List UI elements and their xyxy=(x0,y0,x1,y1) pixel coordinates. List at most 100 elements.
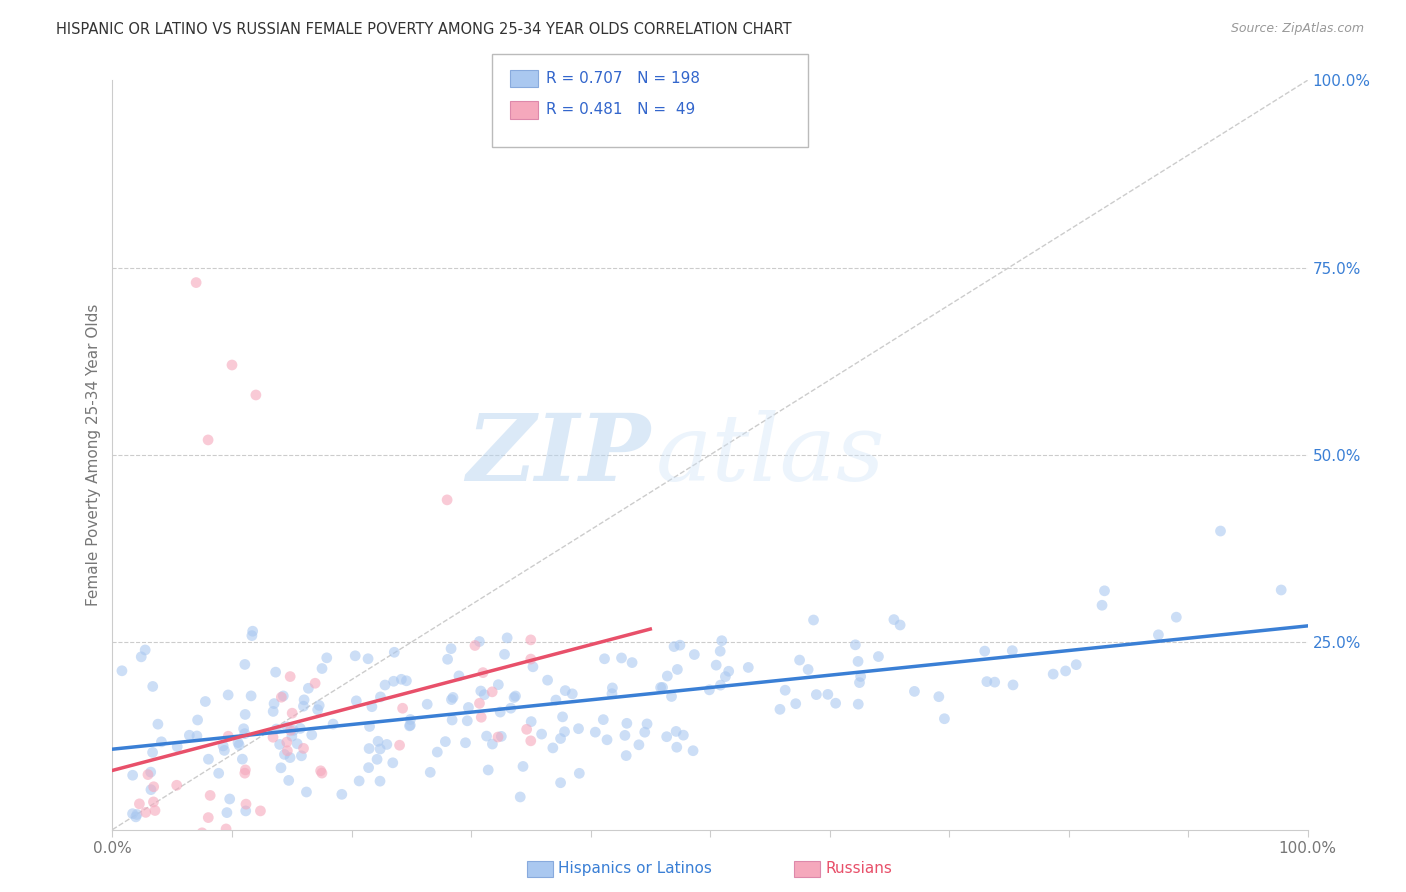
Point xyxy=(281,729,304,743)
Point xyxy=(242,624,264,639)
Point xyxy=(797,663,820,677)
Point xyxy=(136,767,159,781)
Point xyxy=(470,710,492,724)
Point xyxy=(215,822,238,836)
Point xyxy=(179,728,201,742)
Point xyxy=(368,774,391,789)
Point xyxy=(468,634,491,648)
Point xyxy=(399,713,422,727)
Point xyxy=(976,674,998,689)
Point xyxy=(419,765,441,780)
Point xyxy=(262,731,284,745)
Point xyxy=(359,719,381,733)
Point xyxy=(198,789,221,803)
Point xyxy=(276,744,298,758)
Point xyxy=(367,734,389,748)
Point xyxy=(512,759,534,773)
Point xyxy=(889,618,911,632)
Point xyxy=(191,826,214,840)
Point xyxy=(135,805,157,820)
Point xyxy=(278,750,301,764)
Point xyxy=(486,730,509,744)
Point xyxy=(806,688,828,702)
Point xyxy=(554,683,576,698)
Point xyxy=(186,729,208,743)
Point xyxy=(475,729,498,743)
Point xyxy=(682,744,704,758)
Point xyxy=(292,741,315,756)
Point xyxy=(368,742,391,756)
Point xyxy=(613,728,636,742)
Point xyxy=(233,727,256,741)
Point xyxy=(107,860,129,874)
Point xyxy=(278,669,301,683)
Point xyxy=(824,696,846,710)
Point xyxy=(215,805,238,820)
Point xyxy=(1094,583,1116,598)
Point xyxy=(983,675,1005,690)
Point xyxy=(240,689,263,703)
Point xyxy=(285,737,308,751)
Point xyxy=(544,693,567,707)
Point xyxy=(416,698,439,712)
Point xyxy=(672,728,695,742)
Point xyxy=(522,660,544,674)
Point xyxy=(541,740,564,755)
Point xyxy=(308,698,330,713)
Point xyxy=(683,648,706,662)
Point xyxy=(516,723,538,737)
Point xyxy=(292,693,315,707)
Point xyxy=(470,684,492,698)
Point xyxy=(295,785,318,799)
Point xyxy=(146,717,169,731)
Point xyxy=(263,697,285,711)
Point xyxy=(530,727,553,741)
Point xyxy=(110,856,132,871)
Point xyxy=(262,705,284,719)
Point xyxy=(231,752,253,766)
Point xyxy=(330,788,353,802)
Point xyxy=(163,835,186,849)
Point xyxy=(125,810,148,824)
Point xyxy=(359,741,381,756)
Point xyxy=(973,644,995,658)
Point xyxy=(1209,524,1232,538)
Point xyxy=(361,699,384,714)
Point xyxy=(292,699,315,714)
Point xyxy=(111,860,134,874)
Point xyxy=(883,613,905,627)
Point xyxy=(621,656,644,670)
Point xyxy=(440,641,463,656)
Point xyxy=(494,648,516,662)
Point xyxy=(266,722,288,736)
Point xyxy=(166,739,188,754)
Point xyxy=(583,725,606,739)
Point xyxy=(276,735,298,749)
Point xyxy=(1270,582,1292,597)
Point xyxy=(214,743,236,757)
Point xyxy=(311,661,333,675)
Point xyxy=(221,358,243,372)
Point xyxy=(226,736,249,750)
Point xyxy=(1064,657,1087,672)
Point xyxy=(382,674,405,689)
Point xyxy=(233,766,256,780)
Point xyxy=(315,650,337,665)
Point xyxy=(283,723,305,738)
Point xyxy=(785,697,807,711)
Point xyxy=(304,676,326,690)
Point xyxy=(710,633,733,648)
Point xyxy=(903,684,925,698)
Point xyxy=(769,702,792,716)
Point xyxy=(650,681,672,695)
Point xyxy=(347,774,370,789)
Point xyxy=(714,670,737,684)
Point xyxy=(197,811,219,825)
Point xyxy=(503,690,526,705)
Point xyxy=(374,678,396,692)
Point xyxy=(789,653,811,667)
Point xyxy=(491,730,513,744)
Point xyxy=(596,732,619,747)
Point xyxy=(281,706,304,721)
Point xyxy=(520,714,543,729)
